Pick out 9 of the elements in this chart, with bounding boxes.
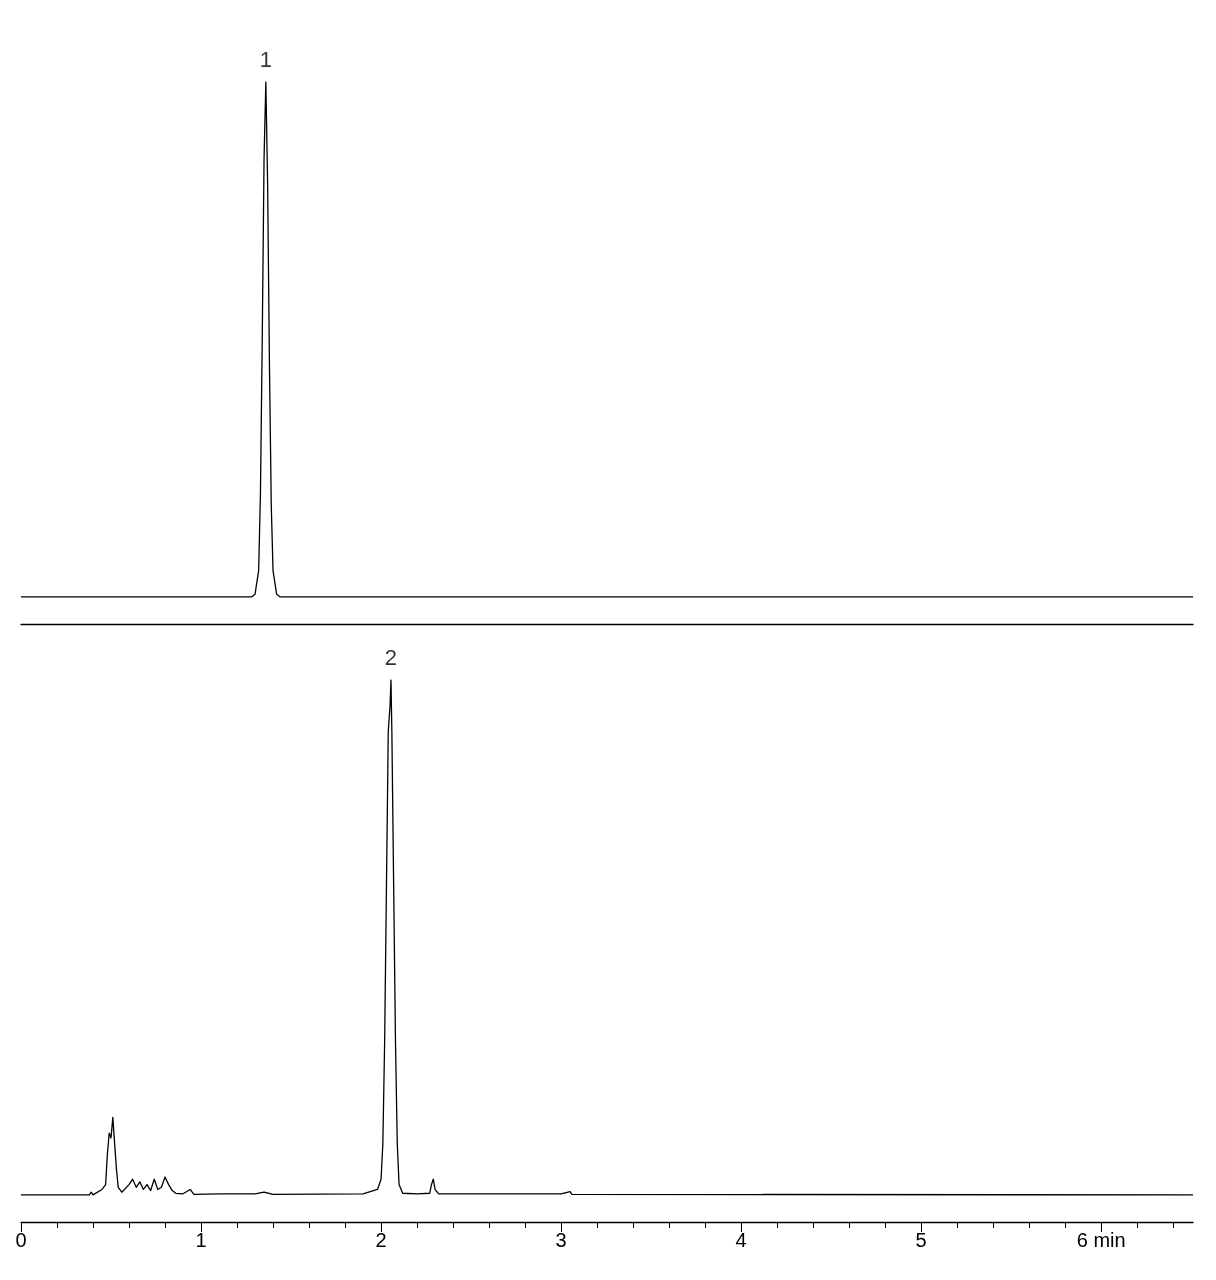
x-tick-label: 0 xyxy=(15,1229,27,1251)
x-tick-label: 5 xyxy=(915,1229,927,1251)
x-tick-label: 4 xyxy=(735,1229,747,1251)
annotation: 2 xyxy=(384,644,398,670)
annotation: 1 xyxy=(259,46,272,72)
x-tick-label: 3 xyxy=(555,1229,567,1251)
x-tick-label: 2 xyxy=(375,1229,387,1251)
x-tick-label: 1 xyxy=(195,1229,207,1251)
x-tick-label: 6 min xyxy=(1076,1229,1126,1251)
